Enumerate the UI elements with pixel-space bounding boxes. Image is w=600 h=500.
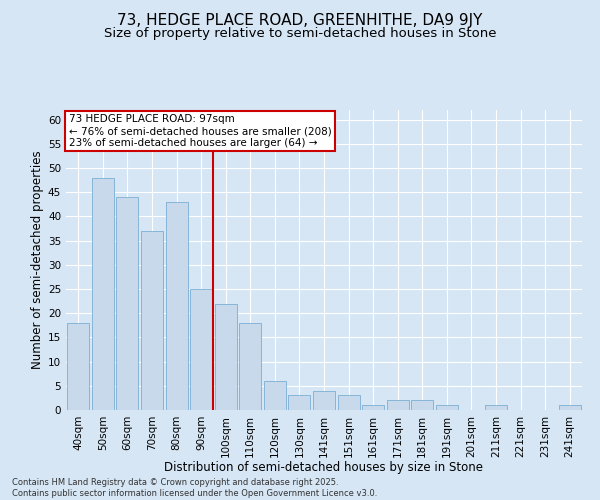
- Bar: [411, 400, 433, 410]
- Bar: [141, 231, 163, 410]
- Bar: [67, 323, 89, 410]
- Text: Size of property relative to semi-detached houses in Stone: Size of property relative to semi-detach…: [104, 28, 496, 40]
- Text: 73 HEDGE PLACE ROAD: 97sqm
← 76% of semi-detached houses are smaller (208)
23% o: 73 HEDGE PLACE ROAD: 97sqm ← 76% of semi…: [68, 114, 331, 148]
- Bar: [166, 202, 188, 410]
- Text: Contains HM Land Registry data © Crown copyright and database right 2025.
Contai: Contains HM Land Registry data © Crown c…: [12, 478, 377, 498]
- Bar: [485, 405, 507, 410]
- X-axis label: Distribution of semi-detached houses by size in Stone: Distribution of semi-detached houses by …: [164, 461, 484, 474]
- Y-axis label: Number of semi-detached properties: Number of semi-detached properties: [31, 150, 44, 370]
- Bar: [386, 400, 409, 410]
- Bar: [436, 405, 458, 410]
- Bar: [289, 396, 310, 410]
- Bar: [313, 390, 335, 410]
- Text: 73, HEDGE PLACE ROAD, GREENHITHE, DA9 9JY: 73, HEDGE PLACE ROAD, GREENHITHE, DA9 9J…: [118, 12, 482, 28]
- Bar: [362, 405, 384, 410]
- Bar: [92, 178, 114, 410]
- Bar: [190, 289, 212, 410]
- Bar: [239, 323, 262, 410]
- Bar: [338, 396, 359, 410]
- Bar: [264, 381, 286, 410]
- Bar: [215, 304, 237, 410]
- Bar: [116, 197, 139, 410]
- Bar: [559, 405, 581, 410]
